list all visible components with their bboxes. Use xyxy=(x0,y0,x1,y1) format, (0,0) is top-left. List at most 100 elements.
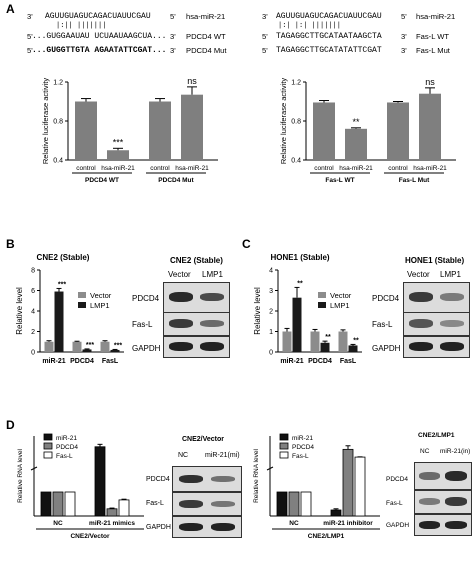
seq-row-label: PDCD4 Mut xyxy=(186,46,227,55)
group-label: Fas-L WT xyxy=(325,177,354,184)
bar xyxy=(72,341,82,352)
legend-label: PDCD4 xyxy=(56,444,78,451)
blot-column-label: LMP1 xyxy=(440,270,461,279)
panel-letter-d: D xyxy=(6,418,15,432)
seq-row-end: 5' xyxy=(401,12,407,21)
x-tick-label: control xyxy=(314,165,334,172)
group-label: PDCD4 WT xyxy=(85,177,119,184)
legend-label: Vector xyxy=(90,291,112,300)
legend-label: LMP1 xyxy=(90,301,110,310)
x-tick-label: NC xyxy=(289,520,299,527)
x-tick-label: PDCD4 xyxy=(308,358,332,365)
blot-column-label: Vector xyxy=(168,270,191,279)
x-tick-label: hsa-miR-21 xyxy=(101,165,135,172)
blot-row-label: GAPDH xyxy=(132,344,161,353)
significance-label: ** xyxy=(297,280,303,287)
legend-swatch xyxy=(279,433,289,441)
group-label: CNE2/LMP1 xyxy=(308,533,345,540)
seq-fasl-wt: TAGAGGCTTGCATAATAAGCTA xyxy=(276,32,382,41)
seq-row-end: 3' xyxy=(262,12,268,21)
seq-row-end: 5' xyxy=(262,46,268,55)
blot-row-label: Fas-L xyxy=(146,500,164,507)
blot-lane-gapdh xyxy=(163,336,230,358)
legend-label: LMP1 xyxy=(330,301,350,310)
seq-pairing-marks: |:| |:| ||||||| xyxy=(278,22,342,30)
seq-row-label: PDCD4 WT xyxy=(186,32,226,41)
blot-row-label: Fas-L xyxy=(372,320,393,329)
seq-row-end: 5' xyxy=(262,32,268,41)
bar xyxy=(107,150,129,160)
bar xyxy=(82,349,92,352)
y-tick-label: 6 xyxy=(31,288,35,295)
blot-row-label: Fas-L xyxy=(132,320,153,329)
x-tick-label: miR-21 mimics xyxy=(89,520,135,527)
bar xyxy=(282,331,292,352)
blot-lane-gapdh xyxy=(172,516,242,538)
seq-row-label: hsa-miR-21 xyxy=(186,12,226,21)
seq-row-end: 5' xyxy=(27,32,33,41)
legend-label: Vector xyxy=(330,291,352,300)
seq-row-end: 3' xyxy=(170,32,176,41)
blot-lane-gapdh xyxy=(403,336,470,358)
x-tick-label: PDCD4 xyxy=(70,358,94,365)
seq-pdcd4-mut: ...GUGGTTGTA AGAATATTCGAT... xyxy=(32,46,167,55)
legend-label: Fas-L xyxy=(292,453,309,460)
panel-letter-a: A xyxy=(6,2,15,16)
bar xyxy=(313,102,335,160)
x-tick-label: hsa-miR-21 xyxy=(339,165,373,172)
blot-lane-fasl xyxy=(414,490,472,514)
legend-swatch xyxy=(43,451,53,459)
x-tick-label: NC xyxy=(53,520,63,527)
bar xyxy=(54,291,64,352)
significance-label: *** xyxy=(86,342,94,349)
seq-row-end: 3' xyxy=(170,46,176,55)
x-tick-label: miR-21 xyxy=(280,358,303,365)
blot-title: CNE2/Vector xyxy=(182,436,225,443)
bar xyxy=(149,101,171,160)
legend-label: PDCD4 xyxy=(292,444,314,451)
blot-title: CNE2/LMP1 xyxy=(418,432,455,439)
seq-row-label: Fas-L WT xyxy=(416,32,450,41)
bar xyxy=(300,491,312,517)
legend-label: miR-21 xyxy=(56,435,77,442)
legend-label: miR-21 xyxy=(292,435,313,442)
significance-label: ns xyxy=(187,76,197,86)
axis-break xyxy=(266,466,274,471)
seq-row-end: 5' xyxy=(27,46,33,55)
blot-row-label: PDCD4 xyxy=(146,476,170,483)
bar xyxy=(44,341,54,352)
bar xyxy=(419,93,441,160)
bar xyxy=(387,102,409,160)
blot-row-label: PDCD4 xyxy=(132,294,160,303)
y-tick-label: 0.4 xyxy=(53,158,63,165)
blot-row-label: PDCD4 xyxy=(386,476,409,483)
blot-column-label: NC xyxy=(178,452,189,459)
axis-break xyxy=(30,466,38,471)
bar xyxy=(310,331,320,352)
blot-column-label: NC xyxy=(420,448,430,455)
group-label: PDCD4 Mut xyxy=(158,177,194,184)
blot-column-label: LMP1 xyxy=(202,270,223,279)
bar xyxy=(75,101,97,160)
legend-swatch xyxy=(318,292,326,298)
y-axis-label: Relative RNA level xyxy=(17,449,24,503)
legend-swatch xyxy=(279,442,289,450)
chart-title: CNE2 (Stable) xyxy=(37,253,90,262)
y-tick-label: 0.8 xyxy=(53,119,63,126)
significance-label: ** xyxy=(325,334,331,341)
y-tick-label: 0.4 xyxy=(291,158,301,165)
bar xyxy=(338,331,348,352)
seq-mir21: AGUUGUAGUCAGACUAUUCGAU xyxy=(45,12,151,21)
legend-swatch xyxy=(279,451,289,459)
group-label: CNE2/Vector xyxy=(70,533,109,540)
blot-title: HONE1 (Stable) xyxy=(405,256,465,265)
legend-swatch xyxy=(78,302,86,308)
bar xyxy=(40,491,52,517)
blot-lane-pdcd4 xyxy=(172,466,242,492)
significance-label: *** xyxy=(113,137,124,147)
legend-swatch xyxy=(43,442,53,450)
legend-swatch xyxy=(78,292,86,298)
